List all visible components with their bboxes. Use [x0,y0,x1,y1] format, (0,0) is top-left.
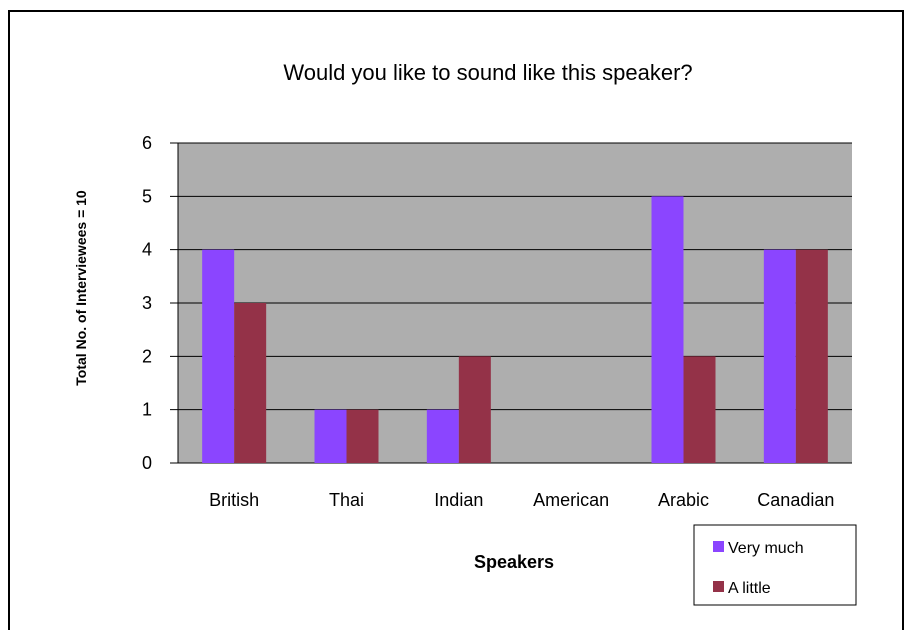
legend-box [693,524,857,606]
chart-frame [8,10,904,630]
bar-a-little-arabic [683,356,716,463]
bar-very-much-thai [314,409,347,463]
x-tick-label: American [533,490,609,510]
x-tick-label: Indian [434,490,483,510]
legend: Very much A little [693,524,857,606]
bars [202,196,828,464]
y-tick-label: 2 [142,346,152,366]
x-tick-label: Arabic [658,490,709,510]
y-tick-label: 3 [142,293,152,313]
legend-swatch-very-much [713,541,724,552]
x-axis-label: Speakers [474,552,554,572]
legend-label-very-much: Very much [728,540,804,557]
legend-swatch-a-little [713,581,724,592]
y-tick-label: 5 [142,186,152,206]
y-axis-ticks: 0 1 2 3 4 5 6 [142,133,152,473]
bar-very-much-canadian [763,249,796,463]
chart-title: Would you like to sound like this speake… [283,60,692,85]
y-axis-label: Total No. of Interviewees = 10 [73,190,89,386]
bar-very-much-british [202,249,235,463]
bar-a-little-canadian [795,249,828,463]
bar-a-little-indian [458,356,491,463]
y-tick-label: 1 [142,400,152,420]
bar-a-little-british [234,303,267,463]
bar-very-much-indian [426,409,459,463]
legend-label-a-little: A little [728,580,771,597]
x-tick-label: Canadian [757,490,834,510]
x-tick-label: British [209,490,259,510]
x-tick-label: Thai [329,490,364,510]
y-tick-label: 0 [142,453,152,473]
gridlines [170,142,852,464]
bar-a-little-thai [346,409,379,463]
x-axis-ticks: British Thai Indian American Arabic Canadian [209,490,834,510]
y-tick-label: 6 [142,133,152,153]
bar-very-much-arabic [651,196,684,464]
y-tick-label: 4 [142,240,152,260]
